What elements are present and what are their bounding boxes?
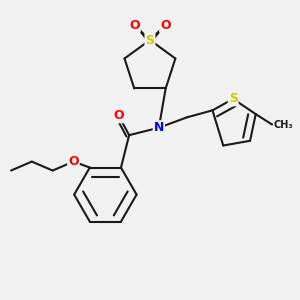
Text: O: O	[160, 19, 171, 32]
Text: O: O	[68, 155, 79, 168]
Text: S: S	[229, 92, 238, 105]
Text: S: S	[146, 34, 154, 46]
Text: O: O	[113, 109, 124, 122]
Text: N: N	[154, 121, 164, 134]
Text: O: O	[129, 19, 140, 32]
Text: CH₃: CH₃	[274, 119, 293, 130]
